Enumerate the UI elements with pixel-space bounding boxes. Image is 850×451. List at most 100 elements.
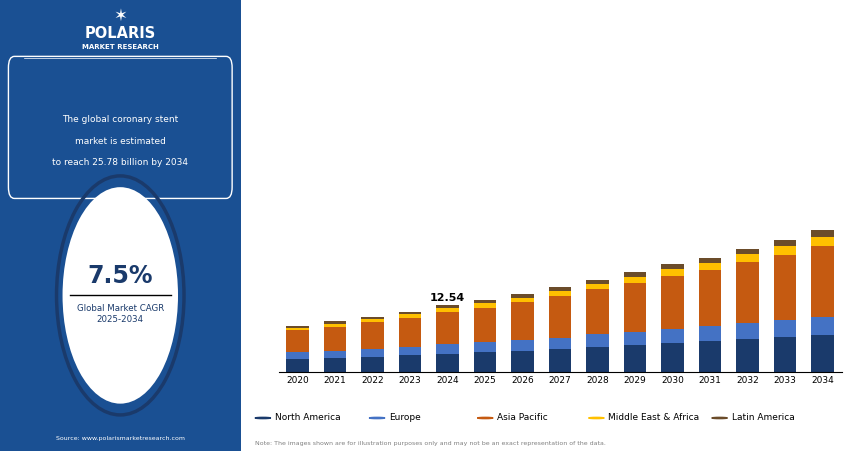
Text: The global coronary stent: The global coronary stent [62, 115, 178, 124]
Bar [436, 312, 459, 345]
Bar [399, 312, 422, 314]
Bar [324, 327, 346, 351]
Bar [661, 264, 684, 269]
Text: Europe: Europe [389, 414, 421, 423]
FancyBboxPatch shape [0, 0, 241, 451]
Bar [436, 345, 459, 354]
Bar [361, 319, 384, 322]
Text: 12.54: 12.54 [430, 293, 465, 303]
Bar [624, 272, 647, 277]
Bar [774, 320, 796, 337]
Bar [399, 347, 422, 355]
Bar [436, 354, 459, 372]
Bar [549, 349, 571, 372]
Bar [286, 327, 309, 331]
Bar [586, 347, 609, 372]
Bar [661, 269, 684, 276]
Bar [736, 254, 759, 262]
Text: 7.5%: 7.5% [88, 264, 153, 288]
Circle shape [588, 417, 604, 419]
Bar [473, 300, 496, 304]
Bar [699, 258, 722, 262]
Bar [512, 302, 534, 340]
Bar [399, 355, 422, 372]
Text: Note: The images shown are for illustration purposes only and may not be an exac: Note: The images shown are for illustrat… [255, 441, 606, 446]
Bar [399, 314, 422, 318]
Bar [586, 334, 609, 347]
Bar [399, 318, 422, 347]
Bar [512, 298, 534, 302]
Bar [774, 337, 796, 372]
Bar [736, 262, 759, 323]
Circle shape [255, 417, 270, 419]
Bar [661, 329, 684, 343]
Text: MARKET RESEARCH: MARKET RESEARCH [82, 44, 159, 51]
Bar [549, 287, 571, 291]
Bar [661, 276, 684, 329]
Bar [512, 351, 534, 372]
Bar [549, 291, 571, 296]
Bar [812, 237, 834, 246]
Bar [699, 341, 722, 372]
Circle shape [478, 417, 493, 419]
Bar [512, 294, 534, 298]
Bar [736, 323, 759, 339]
Bar [812, 335, 834, 372]
Bar [473, 352, 496, 372]
Circle shape [63, 187, 178, 404]
Bar [736, 339, 759, 372]
Text: POLARIS: POLARIS [85, 26, 156, 41]
Text: market is estimated: market is estimated [75, 137, 166, 146]
Bar [361, 317, 384, 319]
Text: 2025-2034: 2025-2034 [97, 315, 144, 324]
Text: Asia Pacific: Asia Pacific [497, 414, 548, 423]
Bar [436, 308, 459, 312]
Bar [473, 308, 496, 342]
Text: Size, By Region, 2020 - 2034 (USD Billion): Size, By Region, 2020 - 2034 (USD Billio… [256, 60, 474, 70]
Bar [699, 270, 722, 327]
Text: Coronary Stent Market: Coronary Stent Market [256, 18, 487, 36]
Text: Latin America: Latin America [732, 414, 795, 423]
Bar [774, 240, 796, 246]
Bar [549, 337, 571, 349]
Bar [624, 277, 647, 283]
Bar [586, 284, 609, 289]
Bar [286, 331, 309, 352]
Bar [361, 357, 384, 372]
Bar [324, 324, 346, 327]
Bar [624, 331, 647, 345]
Bar [774, 254, 796, 320]
Bar [324, 351, 346, 358]
Bar [549, 296, 571, 337]
Bar [812, 317, 834, 335]
Text: Source: www.polarismarketresearch.com: Source: www.polarismarketresearch.com [56, 436, 184, 441]
Bar [286, 359, 309, 372]
Bar [699, 262, 722, 270]
Bar [586, 289, 609, 334]
Bar [473, 342, 496, 352]
Bar [624, 345, 647, 372]
Bar [812, 246, 834, 317]
Bar [624, 283, 647, 331]
Text: Middle East & Africa: Middle East & Africa [609, 414, 700, 423]
Text: ✶: ✶ [113, 7, 128, 25]
Bar [774, 246, 796, 254]
Bar [361, 349, 384, 357]
Circle shape [369, 417, 385, 419]
Bar [286, 326, 309, 327]
Bar [736, 249, 759, 254]
Bar [286, 352, 309, 359]
Bar [473, 304, 496, 308]
Bar [512, 340, 534, 351]
Bar [586, 280, 609, 284]
FancyBboxPatch shape [8, 56, 232, 198]
Text: Global Market CAGR: Global Market CAGR [76, 304, 164, 313]
Bar [436, 305, 459, 308]
Bar [324, 322, 346, 324]
Bar [699, 327, 722, 341]
Bar [324, 358, 346, 372]
Bar [361, 322, 384, 349]
Circle shape [711, 417, 728, 419]
Text: to reach 25.78 billion by 2034: to reach 25.78 billion by 2034 [52, 158, 188, 167]
Bar [812, 230, 834, 237]
